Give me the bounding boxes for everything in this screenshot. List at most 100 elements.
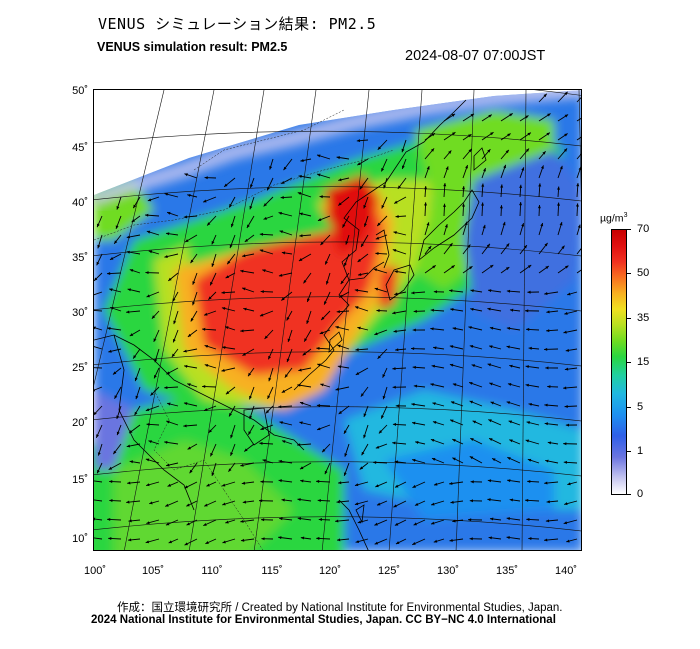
wind-arrow-head: [488, 289, 492, 293]
wind-arrow-head: [97, 244, 101, 249]
wind-arrow-head: [184, 364, 188, 368]
wind-arrow-head: [525, 115, 529, 119]
wind-arrow-head: [377, 355, 381, 359]
wind-arrow-head: [278, 459, 282, 463]
wind-arrow-head: [432, 402, 436, 406]
wind-arrow-head: [148, 250, 153, 254]
wind-arrow-head: [432, 265, 436, 269]
wind-arrow-head: [317, 363, 321, 367]
forecast-timestamp: 2024-08-07 07:00JST: [405, 48, 546, 64]
wind-arrow-head: [411, 402, 415, 406]
wind-arrow-head: [221, 291, 225, 295]
wind-arrow-head: [364, 223, 367, 227]
wind-arrow-head: [297, 517, 302, 521]
wind-arrow-head: [413, 309, 417, 313]
wind-arrow-head: [322, 448, 326, 453]
wind-arrow-head: [259, 441, 263, 445]
wind-arrow-head: [269, 166, 273, 170]
wind-arrow-head: [527, 132, 531, 136]
wind-arrow-head: [546, 500, 550, 504]
wind-arrow-head: [527, 479, 531, 484]
wind-arrow-head: [537, 205, 541, 209]
wind-arrow-head: [280, 195, 284, 199]
wind-arrow-head: [481, 183, 485, 187]
wind-arrow-head: [354, 502, 359, 506]
wind-arrow-head: [442, 203, 446, 207]
wind-arrow-head: [373, 268, 378, 272]
wind-arrow-head: [431, 364, 436, 368]
wind-arrow-head: [575, 203, 579, 207]
wind-arrow-head: [240, 329, 244, 333]
wind-arrow-head: [113, 450, 117, 455]
wind-arrow-head: [208, 429, 212, 433]
wind-arrow-head: [430, 521, 435, 525]
wind-arrow-shaft: [94, 291, 103, 296]
wind-arrow-shaft: [94, 537, 103, 540]
lon-label-115: 115˚: [261, 565, 283, 577]
lon-label-105: 105˚: [141, 565, 165, 577]
wind-arrow-shaft: [94, 518, 103, 521]
wind-arrow-head: [278, 536, 282, 540]
wind-arrow-head: [452, 327, 457, 331]
wind-arrow-head: [166, 371, 170, 375]
wind-arrow-head: [342, 224, 346, 228]
wind-arrow-head: [557, 202, 561, 206]
wind-arrow-head: [461, 203, 465, 207]
wind-arrow-head: [240, 538, 245, 542]
wind-arrow-head: [109, 499, 113, 503]
wind-arrow-head: [167, 211, 171, 215]
wind-arrow-head: [412, 484, 416, 488]
wind-arrow-head: [153, 338, 157, 342]
wind-arrow-head: [544, 481, 548, 485]
wind-arrow-head: [229, 244, 233, 249]
wind-arrow-head: [397, 185, 401, 189]
wind-arrow-head: [319, 331, 324, 335]
wind-arrow-head: [450, 419, 454, 423]
wind-arrow-head: [324, 301, 327, 305]
wind-arrow-head: [230, 434, 234, 439]
wind-arrow-head: [283, 166, 287, 171]
wind-arrow-head: [489, 438, 493, 442]
wind-arrow-head: [186, 503, 190, 507]
wind-arrow-head: [469, 499, 473, 503]
wind-arrow-head: [210, 281, 213, 286]
wind-arrow-head: [109, 288, 113, 292]
wind-arrow-head: [94, 326, 96, 330]
wind-arrow-head: [521, 223, 525, 227]
wind-arrow-head: [299, 466, 304, 470]
wind-arrow-head: [564, 133, 568, 137]
wind-arrow-head: [503, 164, 507, 169]
wind-arrow-head: [540, 165, 544, 169]
wind-arrow-head: [248, 372, 252, 377]
wind-arrow-head: [394, 292, 398, 296]
wind-arrow-head: [248, 431, 252, 435]
wind-arrow-head: [97, 452, 101, 456]
wind-arrow-head: [115, 225, 119, 229]
copyright-line: 2024 National Institute for Environmenta…: [91, 614, 556, 626]
wind-arrow-head: [556, 186, 561, 190]
wind-arrow-head: [509, 439, 513, 443]
wind-arrow-head: [412, 328, 416, 332]
wind-arrow-head: [278, 405, 282, 409]
wind-arrow-head: [242, 352, 246, 356]
wind-arrow-head: [381, 415, 384, 419]
wind-arrow-head: [559, 165, 563, 170]
wind-arrow-head: [507, 383, 512, 386]
wind-arrow-head: [168, 540, 173, 544]
wind-arrow-head: [344, 262, 347, 267]
wind-arrow-head: [443, 183, 447, 187]
wind-arrow-head: [375, 484, 379, 488]
wind-arrow-head: [392, 441, 396, 445]
wind-arrow-head: [544, 347, 548, 351]
wind-arrow-head: [344, 453, 348, 457]
wind-arrow-head: [394, 460, 399, 464]
wind-arrow-head: [509, 498, 514, 502]
wind-arrow-head: [126, 310, 130, 314]
wind-arrow-head: [229, 203, 233, 208]
wind-arrow-head: [278, 479, 282, 483]
wind-arrow-head: [278, 211, 282, 215]
wind-arrow-head: [129, 430, 133, 434]
wind-arrow-head: [171, 353, 176, 358]
wind-arrow-head: [145, 408, 150, 412]
wind-arrow-head: [469, 382, 473, 385]
